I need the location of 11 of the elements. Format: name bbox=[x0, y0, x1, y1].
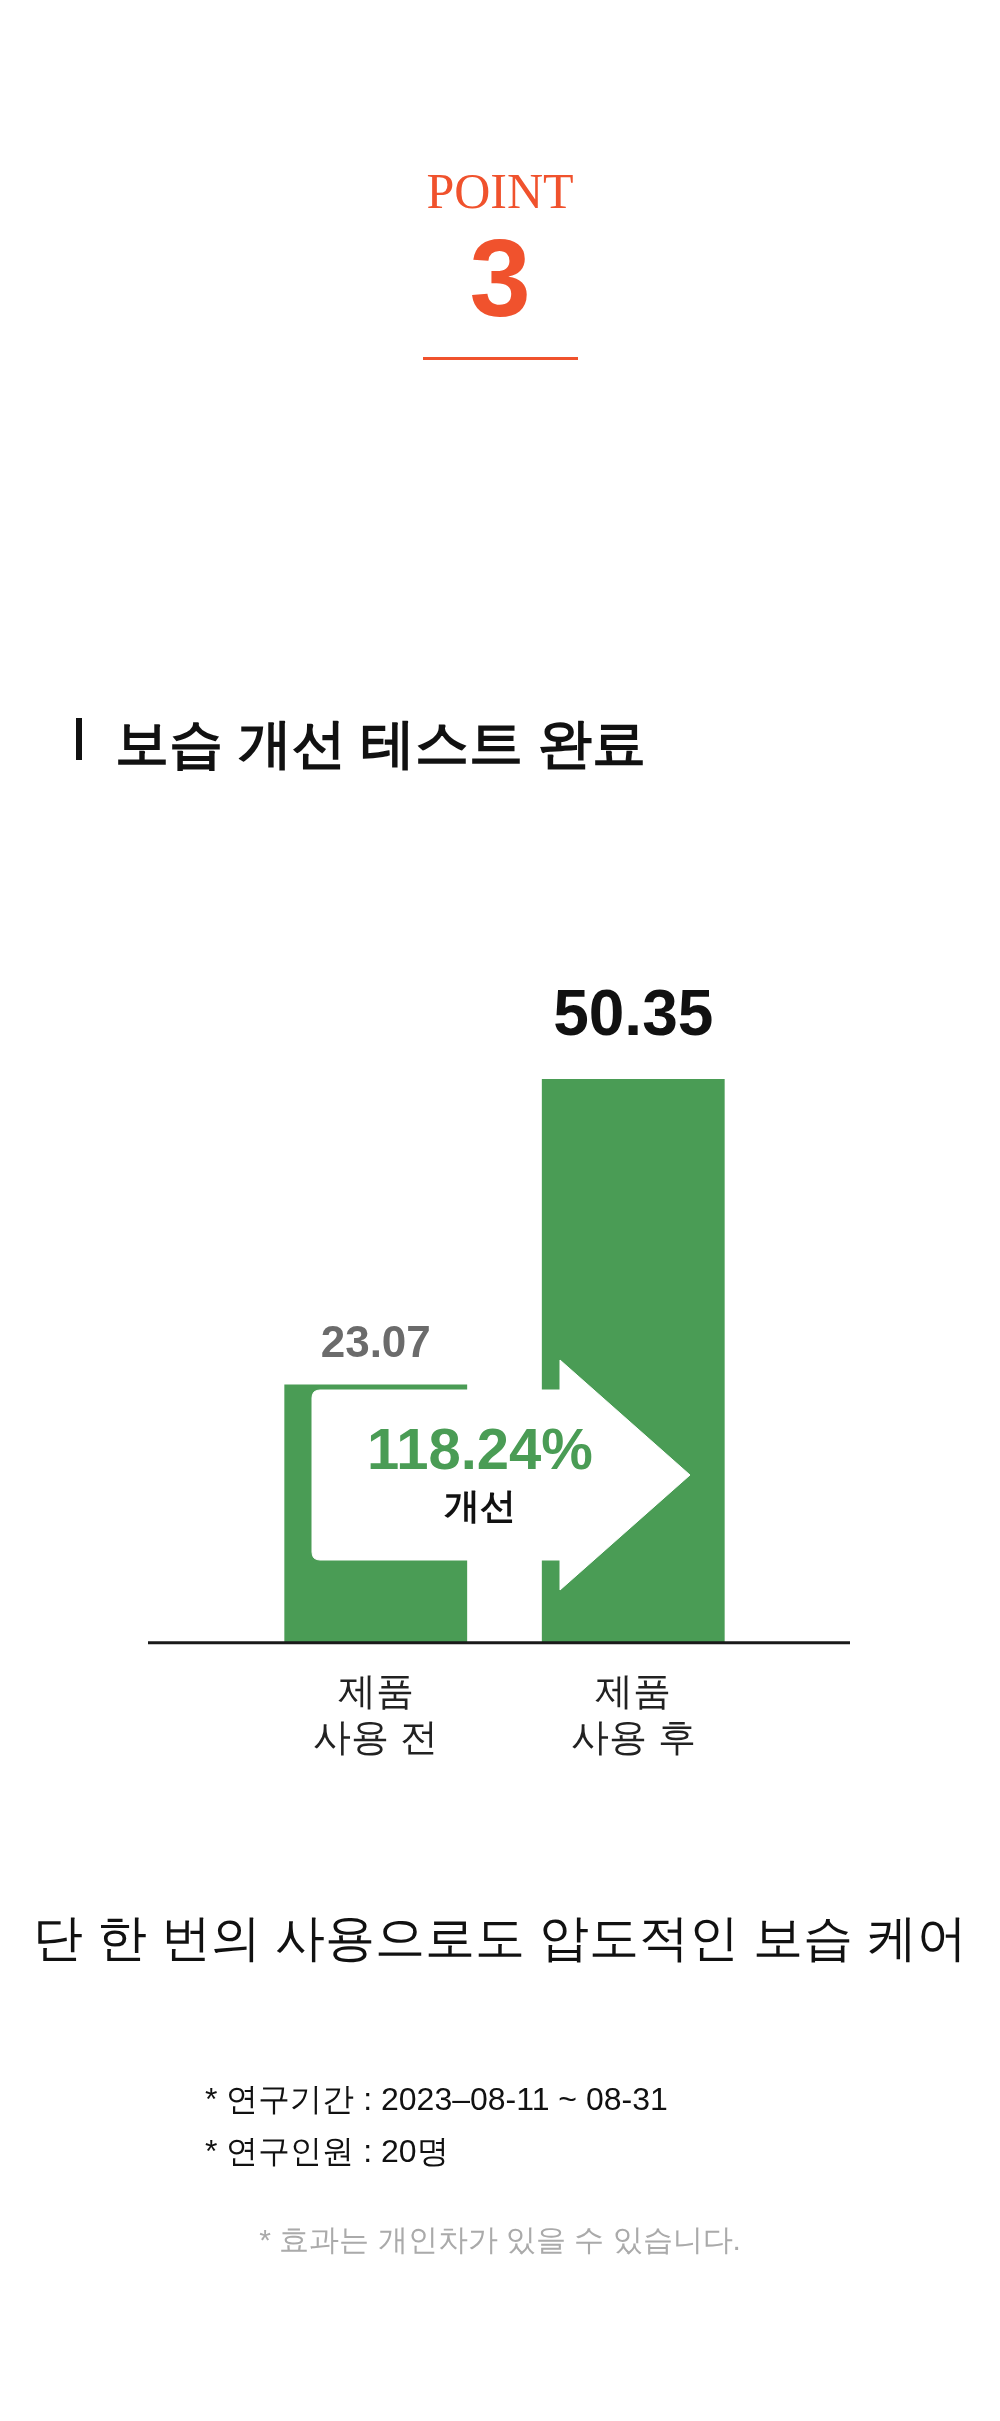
text: 단 한 번의 사용으로도 압도적인 보습 케어 bbox=[32, 1909, 968, 1968]
text: * 연구인원 : 20명 bbox=[205, 2132, 449, 2171]
chart-title: 보습 개선 테스트 완료 bbox=[115, 712, 647, 775]
annotation: 118.24% bbox=[366, 1415, 594, 1482]
x-tick-label: 제품 사용 전 bbox=[313, 1670, 439, 1758]
x-tick-label: 제품 사용 후 bbox=[570, 1670, 696, 1758]
text: * 연구기간 : 2023–08-11 ~ 08-31 bbox=[205, 2080, 668, 2119]
data-label: 50.35 bbox=[553, 976, 714, 1049]
data-label: 23.07 bbox=[320, 1316, 431, 1366]
annotation: 개선 bbox=[443, 1484, 517, 1528]
text: * 효과는 개인차가 있을 수 있습니다. bbox=[258, 2222, 742, 2258]
